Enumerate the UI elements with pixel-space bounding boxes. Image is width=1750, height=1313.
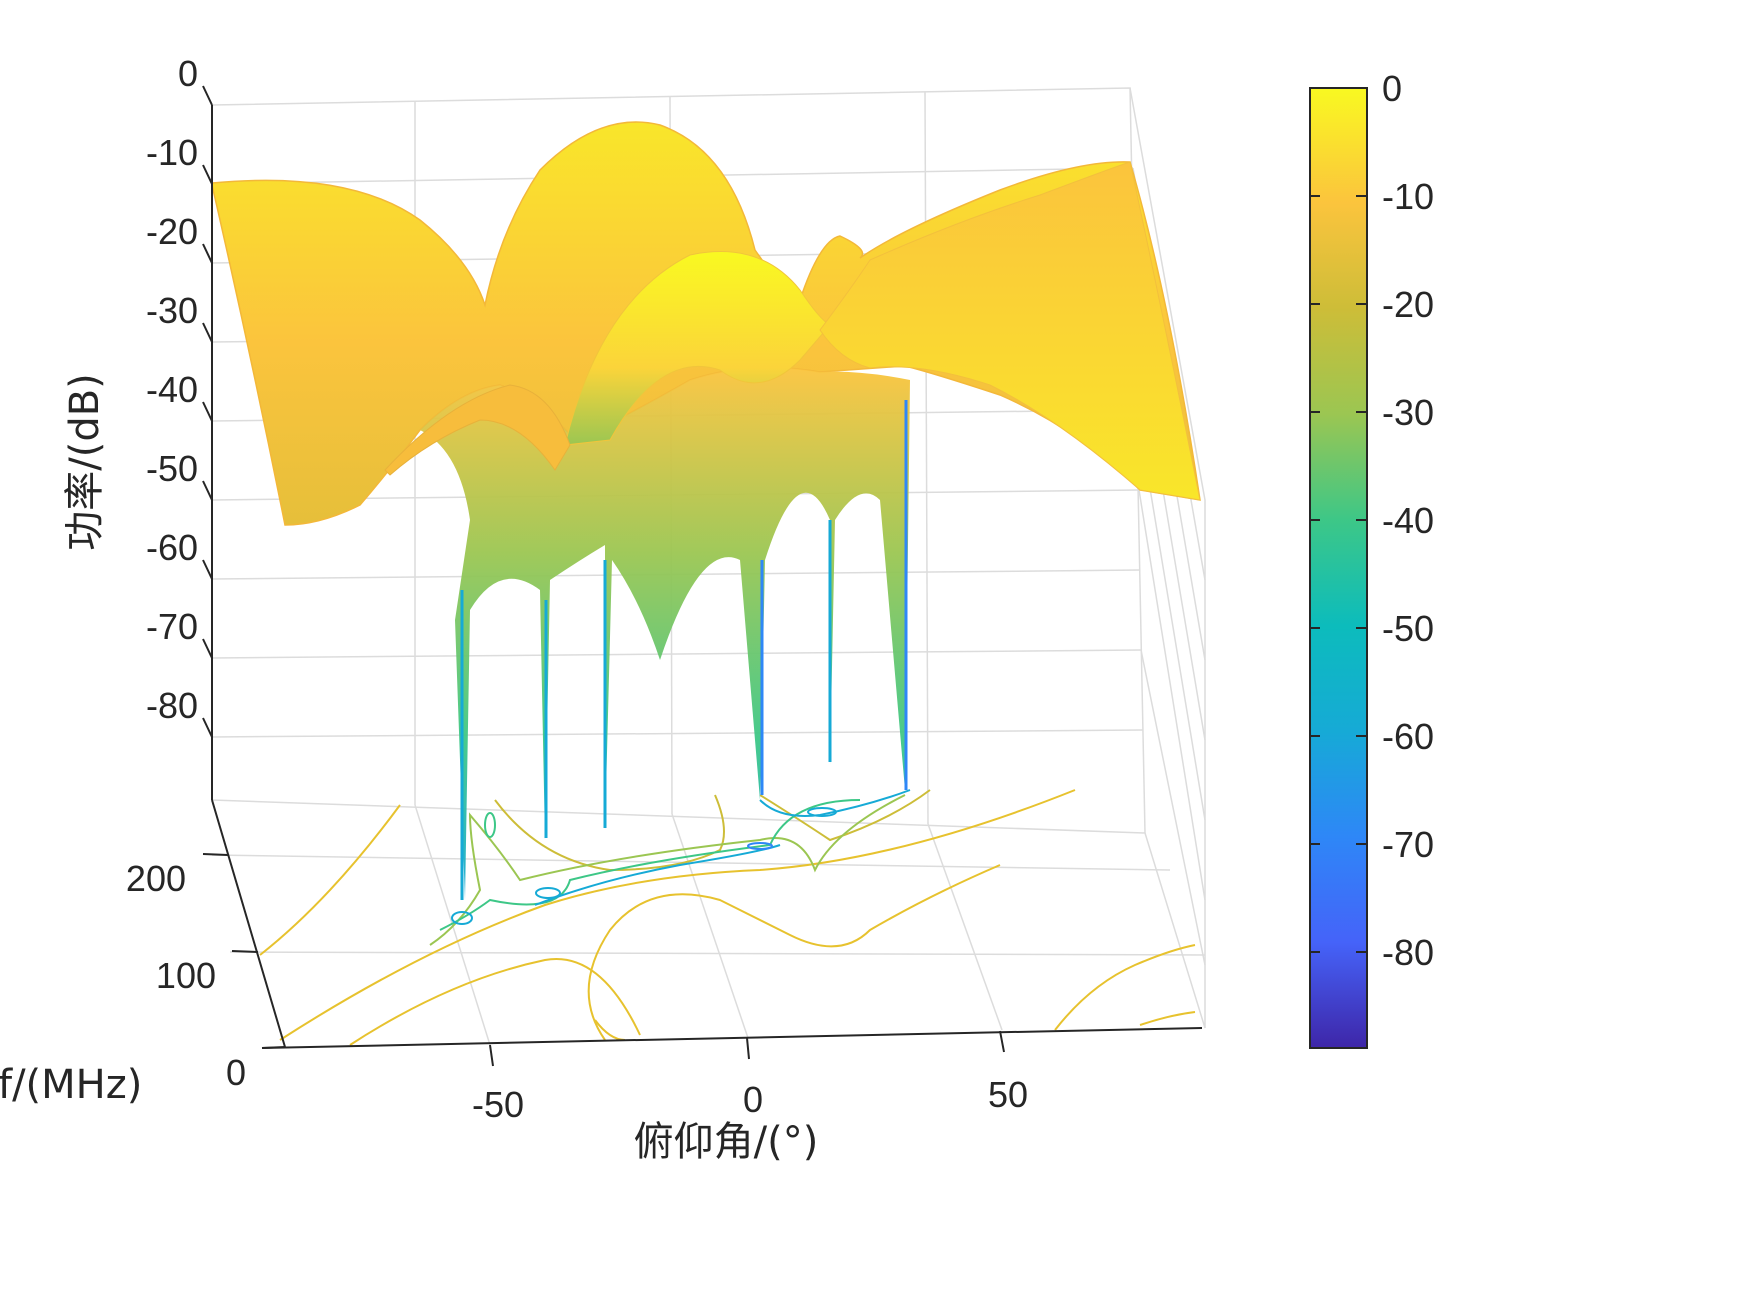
z-tick-0: 0 xyxy=(178,53,198,94)
cb-tick-8: -80 xyxy=(1382,932,1434,973)
z-tick-7: -70 xyxy=(146,606,198,647)
z-tick-2: -20 xyxy=(146,211,198,252)
y-tick-0: 0 xyxy=(226,1052,246,1093)
z-tick-4: -40 xyxy=(146,369,198,410)
cb-tick-6: -60 xyxy=(1382,716,1434,757)
z-tick-5: -50 xyxy=(146,448,198,489)
z-tick-6: -60 xyxy=(146,527,198,568)
y-axis-label: f/(MHz) xyxy=(0,1062,142,1108)
cb-tick-2: -20 xyxy=(1382,284,1434,325)
cb-tick-4: -40 xyxy=(1382,500,1434,541)
back-grid-x3 xyxy=(924,91,929,825)
axes-lines xyxy=(202,85,1203,1067)
surface-curtain xyxy=(420,367,910,900)
cb-tick-5: -50 xyxy=(1382,608,1434,649)
z-tick-3: -30 xyxy=(146,290,198,331)
y-axis-line xyxy=(211,799,286,1048)
x-axis-line xyxy=(261,1027,1203,1049)
y-tick-200: 200 xyxy=(126,858,186,899)
surface-left-arch xyxy=(384,384,571,476)
cb-tick-1: -10 xyxy=(1382,176,1434,217)
x-tick-labels: -50 0 50 xyxy=(472,1074,1028,1125)
x-tick-m50: -50 xyxy=(472,1084,524,1125)
y-tick-labels: 200 100 0 xyxy=(126,858,246,1093)
cb-tick-7: -70 xyxy=(1382,824,1434,865)
z-tick-labels: 0 -10 -20 -30 -40 -50 -60 -70 -80 xyxy=(146,53,198,726)
floor-contours xyxy=(259,789,1196,1046)
z-axis-label: 功率/(dB) xyxy=(62,373,108,551)
surface-right-shoulder xyxy=(819,161,1201,501)
surface-plot xyxy=(211,121,1201,900)
colorbar: 0 -10 -20 -30 -40 -50 -60 -70 -80 xyxy=(1309,68,1434,1049)
cb-tick-0: 0 xyxy=(1382,68,1402,109)
z-tick-8: -80 xyxy=(146,685,198,726)
y-tick-100: 100 xyxy=(156,955,216,996)
right-wall xyxy=(1129,87,1206,1029)
colorbar-gradient xyxy=(1309,87,1368,1049)
x-axis-label: 俯仰角/(°) xyxy=(634,1119,819,1165)
cb-tick-3: -30 xyxy=(1382,392,1434,433)
z-tick-1: -10 xyxy=(146,132,198,173)
x-tick-50: 50 xyxy=(988,1074,1028,1115)
surface-front-hump xyxy=(564,251,831,446)
x-tick-0: 0 xyxy=(743,1079,763,1120)
